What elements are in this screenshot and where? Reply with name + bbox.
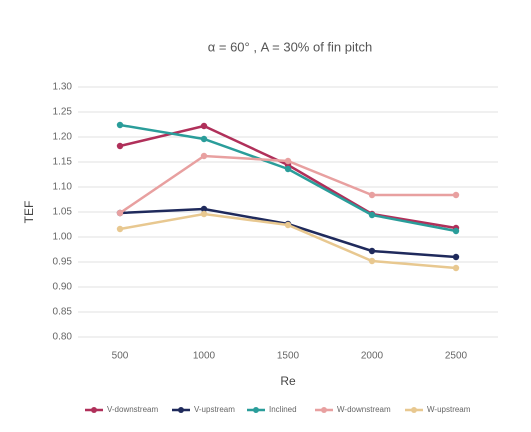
y-tick-label: 0.95 <box>53 257 73 268</box>
legend-label: W-upstream <box>427 405 471 414</box>
x-tick-label: 1500 <box>277 351 300 362</box>
x-axis-title: Re <box>280 374 296 388</box>
data-point <box>284 157 292 165</box>
legend-marker <box>411 407 417 413</box>
data-point <box>116 121 124 129</box>
data-point <box>452 191 460 199</box>
data-point <box>284 165 292 173</box>
y-tick-label: 1.10 <box>53 182 73 193</box>
legend-marker <box>178 407 184 413</box>
data-point <box>452 227 460 235</box>
y-tick-label: 0.80 <box>53 332 73 343</box>
data-point <box>200 135 208 143</box>
data-point <box>116 142 124 150</box>
data-point <box>452 253 460 261</box>
data-point <box>452 264 460 272</box>
y-tick-label: 1.20 <box>53 132 73 143</box>
data-point <box>116 225 124 233</box>
y-tick-label: 1.30 <box>53 82 73 93</box>
data-point <box>284 221 292 229</box>
x-tick-label: 1000 <box>193 351 216 362</box>
y-tick-label: 0.85 <box>53 307 73 318</box>
chart-title: α = 60° , A = 30% of fin pitch <box>208 39 372 54</box>
data-point <box>368 211 376 219</box>
series-line <box>119 207 457 259</box>
y-tick-label: 1.05 <box>53 207 73 218</box>
data-point <box>368 191 376 199</box>
y-tick-label: 1.15 <box>53 157 73 168</box>
data-point <box>200 152 208 160</box>
x-tick-label: 2500 <box>445 351 468 362</box>
legend-label: W-downstream <box>337 405 391 414</box>
data-point <box>116 209 124 217</box>
legend-marker <box>321 407 327 413</box>
y-tick-label: 0.90 <box>53 282 73 293</box>
legend-marker <box>253 407 259 413</box>
legend: V-downstream V-upstream Inclined W-downstre… <box>85 405 471 414</box>
x-tick-label: 500 <box>112 351 129 362</box>
y-tick-label: 1.00 <box>53 232 73 243</box>
data-point <box>200 210 208 218</box>
y-axis-title: TEF <box>22 201 36 224</box>
legend-label: V-downstream <box>107 405 158 414</box>
data-point <box>368 247 376 255</box>
data-point <box>200 122 208 130</box>
data-point <box>368 257 376 265</box>
data-point <box>200 205 208 213</box>
legend-label: Inclined <box>269 405 297 414</box>
legend-label: V-upstream <box>194 405 235 414</box>
y-tick-label: 1.25 <box>53 107 73 118</box>
legend-marker <box>91 407 97 413</box>
x-tick-label: 2000 <box>361 351 384 362</box>
series-line <box>119 124 457 230</box>
